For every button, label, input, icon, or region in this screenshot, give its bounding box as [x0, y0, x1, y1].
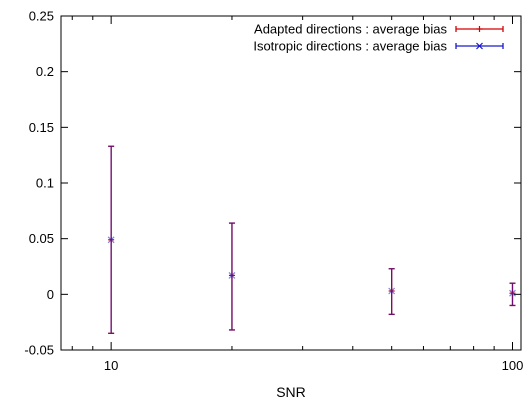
- plot-frame: [60, 15, 522, 351]
- y-tick-label: 0.25: [29, 9, 54, 24]
- legend-label: Adapted directions : average bias: [254, 22, 447, 37]
- legend-marker: [476, 42, 483, 50]
- series-2: [107, 145, 516, 334]
- data-point: [388, 287, 396, 295]
- y-tick-label: 0.1: [36, 176, 54, 191]
- legend: Adapted directions : average bias Isotrop…: [253, 22, 504, 54]
- y-tick-label: 0.2: [36, 64, 54, 79]
- y-tick-label: 0.15: [29, 120, 54, 135]
- y-tick-label: 0: [47, 287, 54, 302]
- x-axis-title: SNR: [276, 384, 306, 400]
- series-1: [108, 145, 516, 334]
- y-axis: -0.05 0 0.05 0.1 0.15 0.2 0.25: [24, 9, 521, 358]
- x-tick-label: 10: [104, 358, 118, 373]
- data-point: [107, 236, 115, 244]
- data-point: [509, 289, 516, 297]
- legend-label: Isotropic directions : average bias: [253, 39, 447, 54]
- x-axis: 10 100: [71, 16, 524, 373]
- data-point: [228, 271, 236, 279]
- plot-area: [60, 15, 522, 351]
- series-layer: [107, 145, 516, 334]
- y-tick-label: -0.05: [24, 343, 54, 358]
- x-tick-label: 100: [502, 358, 524, 373]
- y-tick-label: 0.05: [29, 231, 54, 246]
